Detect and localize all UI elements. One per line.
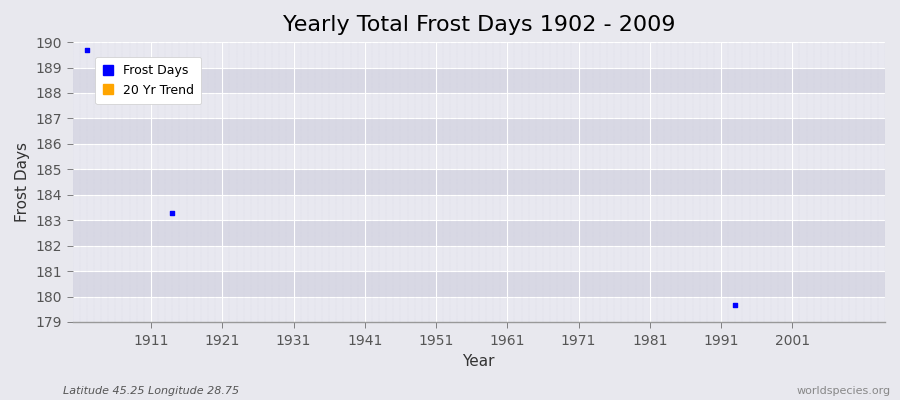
Bar [73, 68, 885, 93]
Title: Yearly Total Frost Days 1902 - 2009: Yearly Total Frost Days 1902 - 2009 [283, 15, 675, 35]
Text: Latitude 45.25 Longitude 28.75: Latitude 45.25 Longitude 28.75 [63, 386, 239, 396]
X-axis label: Year: Year [463, 354, 495, 369]
Bar [73, 169, 885, 195]
Bar [73, 118, 885, 144]
Bar [73, 93, 885, 118]
Point [79, 46, 94, 53]
Bar [73, 220, 885, 246]
Y-axis label: Frost Days: Frost Days [15, 142, 30, 222]
Bar [73, 296, 885, 322]
Bar [73, 144, 885, 169]
Bar [73, 246, 885, 271]
Bar [73, 195, 885, 220]
Bar [73, 42, 885, 68]
Text: worldspecies.org: worldspecies.org [796, 386, 891, 396]
Legend: Frost Days, 20 Yr Trend: Frost Days, 20 Yr Trend [95, 57, 201, 104]
Bar [73, 271, 885, 296]
Point [728, 302, 742, 309]
Point [166, 209, 180, 216]
